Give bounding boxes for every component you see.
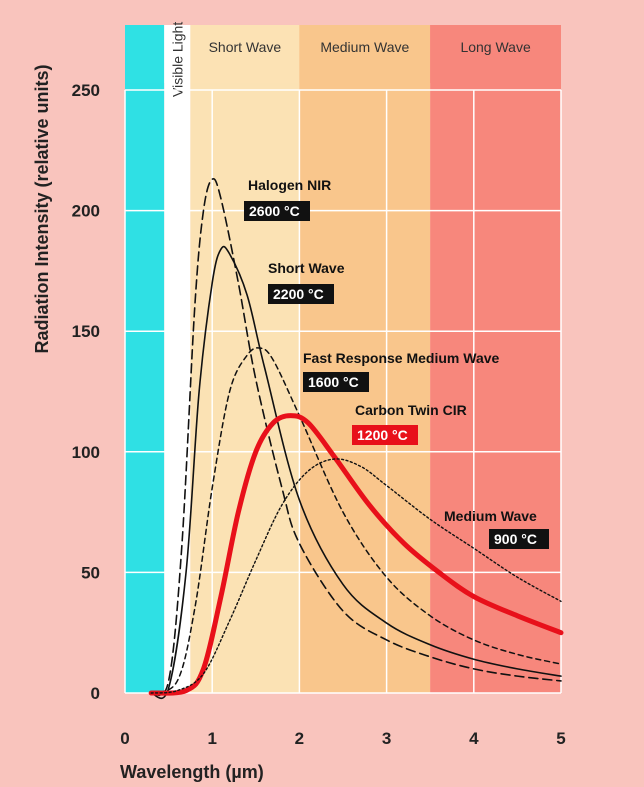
x-tick-label-0: 0 (120, 729, 129, 748)
x-tick-label-3: 3 (382, 729, 391, 748)
band-header-4 (430, 25, 561, 83)
series-line-0 (150, 178, 562, 697)
y-tick-label-0: 0 (91, 684, 100, 703)
series-line-1 (150, 245, 562, 700)
series-lines (148, 178, 564, 700)
series-name-4: Medium Wave (444, 508, 537, 524)
temp-label-0: 2600 °C (249, 203, 300, 219)
series-labels: Halogen NIR 2600 °C Short Wave 2200 °C Fast … (244, 177, 549, 549)
grid-lines (124, 89, 562, 694)
series-name-3: Carbon Twin CIR (355, 402, 467, 418)
y-tick-label-4: 200 (72, 202, 100, 221)
x-axis-title: Wavelength (µm) (120, 762, 264, 782)
axis-ticks: 0 50 100 150 200 250 0 1 2 3 4 5 (72, 81, 566, 748)
temp-badge-2 (303, 372, 369, 392)
band-header-0 (125, 25, 165, 83)
band-1 (164, 25, 191, 693)
y-axis-title: Radiation Intensity (relative units) (32, 64, 52, 353)
band-0 (125, 25, 165, 693)
temp-label-4: 900 °C (494, 531, 537, 547)
x-tick-label-1: 1 (207, 729, 216, 748)
x-tick-label-5: 5 (556, 729, 565, 748)
series-line-4 (150, 458, 562, 694)
temp-label-3: 1200 °C (357, 427, 408, 443)
y-tick-label-1: 50 (81, 563, 100, 582)
temp-badge-1 (268, 284, 334, 304)
band-header-3 (299, 25, 431, 83)
series-line-3 (148, 413, 564, 696)
series-name-2: Fast Response Medium Wave (303, 350, 500, 366)
temp-label-2: 1600 °C (308, 374, 359, 390)
series-name-0: Halogen NIR (248, 177, 331, 193)
temp-badge-3 (352, 425, 418, 445)
y-tick-label-2: 100 (72, 443, 100, 462)
band-label-1: Visible Light (169, 22, 185, 97)
y-tick-label-5: 250 (72, 81, 100, 100)
x-tick-label-2: 2 (295, 729, 304, 748)
band-label-3: Medium Wave (320, 39, 409, 55)
band-header-1 (164, 25, 191, 83)
y-tick-label-3: 150 (72, 322, 100, 341)
band-label-2: Short Wave (209, 39, 282, 55)
temp-label-1: 2200 °C (273, 286, 324, 302)
series-line-2 (150, 347, 562, 694)
series-name-1: Short Wave (268, 260, 345, 276)
band-label-4: Long Wave (460, 39, 531, 55)
band-header-2 (190, 25, 300, 83)
temp-badge-0 (244, 201, 310, 221)
x-tick-label-4: 4 (469, 729, 479, 748)
temp-badge-4 (489, 529, 549, 549)
